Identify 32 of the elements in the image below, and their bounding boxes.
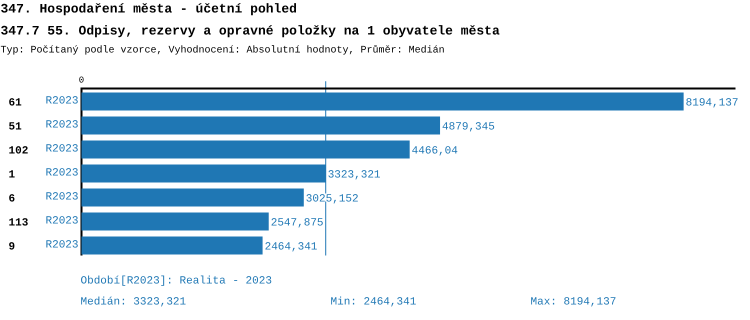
data-label: 2464,341 — [264, 242, 318, 254]
text: Období[R2023]: Realita - 2023 — [80, 276, 272, 288]
text: R2023 — [45, 216, 79, 228]
annotation: 0 — [78, 76, 84, 86]
y-tick-label: 1 — [8, 170, 16, 182]
text: Typ: Počítaný podle vzorce, Vyhodnocení: Absolutní hodnoty, Průměr: Medián — [0, 44, 445, 56]
chart-subtitle: 347.7 55. Odpisy, rezervy a opravné položky na 1 obyvatele města — [0, 24, 500, 38]
text: Medián: 3323,321 — [80, 296, 187, 308]
data-label: 2547,875 — [270, 218, 324, 230]
chart-title: 347. Hospodaření města - účetní pohled — [0, 2, 297, 16]
data-label: 4466,04 — [412, 146, 458, 158]
y-tick-label: 9 — [8, 242, 16, 254]
text: R2023 — [45, 240, 79, 252]
bar — [82, 212, 269, 230]
data-label: 8194,137 — [686, 98, 738, 110]
text: R2023 — [45, 168, 79, 180]
y-tick-label: 6 — [8, 194, 16, 206]
y-tick-label: 113 — [8, 218, 29, 230]
y-tick-label: 51 — [8, 122, 22, 134]
y-tick-label: 102 — [8, 146, 28, 158]
series-label: R2023 — [45, 96, 79, 108]
bar — [82, 188, 304, 206]
text: R2023 — [45, 144, 79, 156]
text: Max: 8194,137 — [530, 296, 616, 308]
text: Min: 2464,341 — [330, 296, 417, 308]
data-label: 3025,152 — [306, 194, 359, 206]
data-label: 4879,345 — [442, 122, 495, 134]
y-tick-label: 61 — [8, 98, 22, 110]
data-label: 3323,321 — [328, 170, 381, 182]
bar — [82, 236, 263, 254]
text: R2023 — [45, 120, 79, 132]
text: R2023 — [45, 192, 79, 204]
